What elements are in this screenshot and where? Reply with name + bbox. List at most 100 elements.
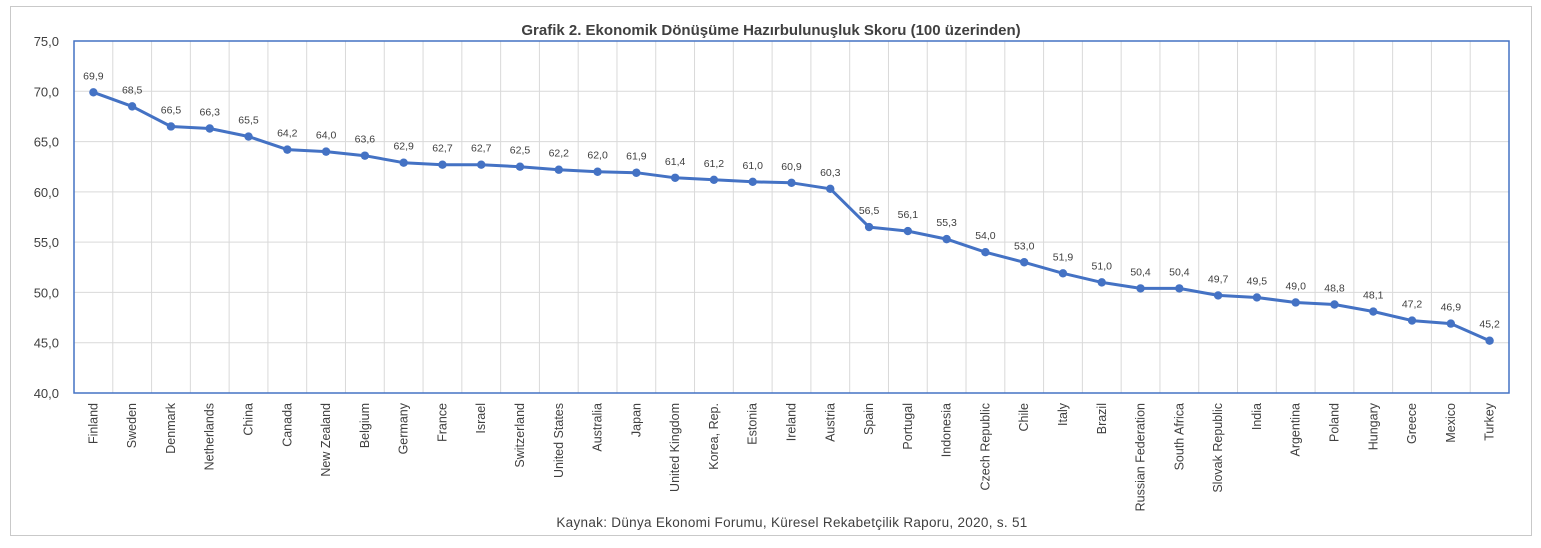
chart-source: Kaynak: Dünya Ekonomi Forumu, Küresel Re…: [556, 515, 1027, 530]
data-point: [127, 102, 137, 111]
x-tick-label: Slovak Republic: [1211, 403, 1225, 493]
data-label: 49,7: [1208, 273, 1229, 285]
x-tick-label: Indonesia: [940, 403, 954, 457]
x-tick-label: Korea, Rep.: [707, 403, 721, 470]
x-tick-label: Netherlands: [203, 403, 217, 470]
y-tick-label: 55,0: [34, 235, 59, 250]
data-point: [438, 160, 447, 169]
x-tick-label: Australia: [591, 403, 605, 452]
data-label: 69,9: [83, 70, 104, 82]
data-label: 64,0: [316, 130, 337, 142]
data-point: [593, 167, 602, 176]
data-point: [1175, 284, 1184, 293]
data-point: [1097, 278, 1106, 287]
y-tick-label: 40,0: [34, 386, 59, 401]
data-label: 66,3: [200, 106, 221, 118]
data-label: 60,3: [820, 167, 841, 179]
data-label: 56,1: [898, 209, 919, 221]
x-tick-label: Turkey: [1483, 402, 1497, 440]
x-tick-label: Switzerland: [513, 403, 527, 468]
x-tick-label: Portugal: [901, 403, 915, 450]
data-label: 62,0: [587, 150, 608, 162]
data-point: [1485, 336, 1494, 345]
data-point: [1058, 269, 1068, 278]
data-label: 46,9: [1441, 302, 1462, 314]
data-point: [1136, 284, 1145, 293]
x-axis: Finland Sweden Denmark Netherlands China Cana…: [86, 402, 1496, 511]
data-point: [632, 168, 641, 177]
data-point: [1446, 319, 1456, 328]
data-label: 53,0: [1014, 240, 1035, 252]
x-tick-label: United Kingdom: [668, 403, 682, 492]
x-tick-label: India: [1250, 403, 1264, 430]
data-label: 62,7: [432, 143, 453, 155]
chart-frame: [10, 6, 1532, 536]
x-tick-label: Poland: [1327, 403, 1341, 442]
x-tick-label: Belgium: [358, 403, 372, 448]
y-tick-label: 50,0: [34, 285, 59, 300]
y-axis: 40,0 45,0 50,0 55,0 60,0 65,0 70,0 75,0: [34, 34, 59, 401]
data-label: 68,5: [122, 84, 143, 96]
data-point: [903, 226, 913, 236]
x-tick-label: United States: [552, 403, 566, 478]
data-point: [1252, 293, 1262, 302]
x-tick-label: Hungary: [1366, 402, 1380, 450]
x-tick-label: Argentina: [1289, 403, 1303, 457]
x-tick-label: New Zealand: [319, 403, 333, 477]
data-label: 48,1: [1363, 290, 1384, 302]
data-point: [89, 88, 98, 97]
x-tick-label: Sweden: [125, 403, 139, 448]
data-point: [670, 173, 680, 182]
x-tick-label: Germany: [397, 402, 411, 454]
data-point: [981, 248, 990, 257]
x-tick-label: Austria: [823, 403, 837, 442]
x-tick-label: Canada: [280, 403, 294, 447]
data-label: 62,2: [549, 148, 570, 160]
data-label: 51,9: [1053, 251, 1074, 263]
data-point: [515, 162, 525, 171]
data-label: 61,4: [665, 156, 686, 168]
data-point: [1291, 298, 1300, 307]
y-tick-label: 60,0: [34, 185, 59, 200]
data-label: 63,6: [355, 134, 376, 146]
data-point: [748, 177, 757, 186]
data-label: 62,5: [510, 145, 531, 157]
data-label: 55,3: [936, 217, 957, 229]
data-point: [399, 158, 408, 167]
data-label: 61,9: [626, 151, 647, 163]
data-point: [1213, 291, 1223, 300]
data-label: 47,2: [1402, 299, 1423, 311]
data-point: [1369, 307, 1378, 316]
data-label: 50,4: [1169, 266, 1190, 278]
chart-title: Grafik 2. Ekonomik Dönüşüme Hazırbulunuş…: [521, 22, 1020, 39]
data-point: [942, 234, 951, 244]
data-point: [554, 165, 563, 174]
data-label: 49,0: [1285, 280, 1306, 292]
data-point: [166, 122, 176, 131]
data-point: [826, 184, 835, 194]
data-point: [709, 175, 719, 184]
x-tick-label: Japan: [629, 403, 643, 437]
data-label: 51,0: [1092, 260, 1113, 272]
x-tick-label: South Africa: [1172, 403, 1186, 470]
x-tick-label: Czech Republic: [978, 403, 992, 491]
data-points: [89, 88, 1494, 345]
data-label: 65,5: [238, 115, 259, 127]
data-point: [205, 124, 214, 133]
data-point: [1330, 300, 1339, 309]
data-label: 48,8: [1324, 282, 1345, 294]
data-point: [283, 145, 292, 154]
data-label: 61,2: [704, 158, 725, 170]
x-tick-label: Chile: [1017, 403, 1031, 432]
x-tick-label: Finland: [86, 403, 100, 444]
x-tick-label: Brazil: [1095, 403, 1109, 434]
data-label: 49,5: [1247, 275, 1268, 287]
data-label: 54,0: [975, 230, 996, 242]
x-tick-label: Greece: [1405, 403, 1419, 444]
data-label: 64,2: [277, 128, 298, 140]
data-point: [321, 147, 331, 156]
data-point: [360, 151, 370, 160]
data-point: [864, 222, 874, 232]
x-tick-label: Italy: [1056, 402, 1070, 426]
